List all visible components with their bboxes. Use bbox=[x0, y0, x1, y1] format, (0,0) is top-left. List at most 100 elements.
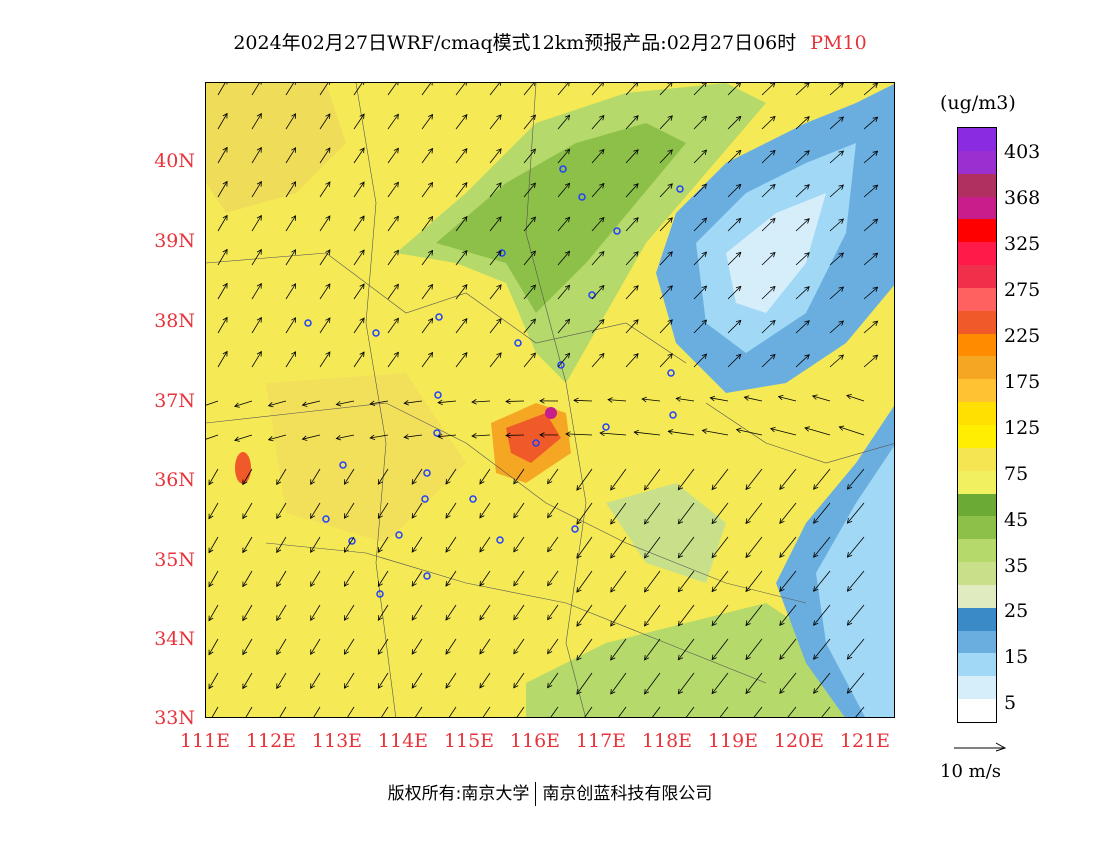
wind-arrow-head bbox=[667, 217, 673, 223]
wind-arrow-head bbox=[343, 547, 349, 553]
copyright-company: 南京创蓝科技有限公司 bbox=[542, 784, 713, 804]
wind-arrow bbox=[576, 468, 593, 491]
wind-arrow bbox=[353, 181, 365, 198]
wind-arrow bbox=[285, 215, 296, 232]
wind-arrow bbox=[455, 250, 468, 266]
wind-arrow-head bbox=[564, 284, 571, 291]
wind-arrow bbox=[242, 502, 253, 519]
wind-arrow-head bbox=[479, 546, 485, 553]
wind-arrow-head bbox=[675, 396, 682, 402]
wind-arrow-head bbox=[633, 217, 639, 223]
legend-label: 325 bbox=[1004, 233, 1041, 255]
wind-arrow bbox=[445, 468, 457, 485]
wind-arrow-head bbox=[471, 433, 477, 439]
wind-arrow-head bbox=[872, 252, 879, 259]
wind-arrow-head bbox=[479, 716, 481, 717]
wind-arrow-head bbox=[445, 512, 451, 519]
wind-arrow bbox=[523, 284, 536, 300]
wind-arrow-head bbox=[838, 218, 845, 224]
map-canvas bbox=[206, 83, 894, 718]
wind-arrow-head bbox=[701, 251, 708, 258]
wind-arrow-head bbox=[343, 479, 349, 485]
wind-arrow bbox=[421, 83, 432, 96]
wind-arrow-head bbox=[735, 115, 742, 122]
wind-arrow-head bbox=[838, 83, 844, 88]
wind-arrow bbox=[404, 400, 423, 404]
wind-arrow bbox=[804, 427, 831, 436]
low-concentration-zone bbox=[436, 123, 686, 313]
wind-arrow bbox=[634, 431, 661, 436]
wind-arrow-head bbox=[769, 319, 776, 326]
province-boundaries bbox=[206, 83, 894, 717]
wind-arrow-head bbox=[378, 717, 382, 718]
lon-tick-label: 120E bbox=[773, 730, 825, 752]
wind-arrow-head bbox=[769, 251, 776, 258]
wind-arrow bbox=[573, 399, 593, 402]
wind-arrow-head bbox=[496, 352, 502, 358]
wind-arrow bbox=[489, 83, 500, 96]
wind-arrow bbox=[795, 286, 810, 300]
wind-arrow-head bbox=[496, 216, 502, 222]
wind-arrow-head bbox=[513, 580, 519, 587]
wind-arrow bbox=[387, 216, 399, 232]
wind-arrow-head bbox=[256, 350, 262, 357]
wind-arrow-head bbox=[462, 148, 468, 154]
wind-arrow bbox=[411, 570, 423, 587]
wind-arrow-head bbox=[610, 621, 616, 627]
wind-arrow-head bbox=[291, 215, 297, 221]
wind-arrow-head bbox=[667, 251, 673, 257]
wind-arrow bbox=[557, 285, 570, 300]
wind-arrow-head bbox=[222, 214, 228, 221]
wind-arrow bbox=[565, 433, 593, 436]
wind-arrow bbox=[471, 434, 491, 437]
wind-arrow bbox=[557, 217, 570, 232]
wind-arrow bbox=[387, 83, 397, 96]
wind-arrow-head bbox=[644, 688, 650, 695]
wind-arrow bbox=[625, 285, 639, 300]
wind-arrow-head bbox=[599, 430, 605, 437]
wind-arrow bbox=[208, 536, 219, 553]
wind-arrow-head bbox=[310, 479, 316, 486]
wind-arrow-head bbox=[539, 432, 545, 438]
wind-arrow-head bbox=[745, 688, 751, 695]
wind-arrow-head bbox=[811, 394, 818, 400]
wind-arrow bbox=[779, 468, 797, 490]
wind-arrow-head bbox=[325, 181, 331, 187]
wind-arrow-head bbox=[804, 184, 810, 190]
wind-arrow-head bbox=[846, 688, 853, 694]
wind-arrow bbox=[353, 249, 365, 266]
wind-arrow bbox=[668, 430, 695, 436]
wind-arrow-head bbox=[599, 182, 605, 189]
wind-arrow-head bbox=[633, 251, 639, 257]
wind-arrow bbox=[344, 604, 355, 621]
wind-arrow-head bbox=[276, 581, 282, 588]
wind-arrow bbox=[411, 536, 423, 553]
legend-swatch bbox=[958, 402, 996, 426]
wind-arrow bbox=[310, 604, 321, 621]
wind-arrow-head bbox=[677, 654, 684, 661]
lon-tick-label: 113E bbox=[311, 730, 363, 752]
wind-arrow bbox=[245, 706, 253, 717]
wind-arrow-head bbox=[804, 286, 810, 292]
wind-arrow bbox=[377, 604, 389, 621]
wind-arrow-head bbox=[242, 547, 248, 554]
wind-arrow bbox=[319, 215, 331, 232]
wind-arrow bbox=[448, 706, 457, 717]
wind-arrow bbox=[445, 638, 457, 655]
wind-arrow-head bbox=[838, 150, 845, 156]
wind-arrow-head bbox=[701, 428, 708, 434]
wind-arrow-head bbox=[701, 83, 707, 88]
wind-arrow-head bbox=[779, 620, 785, 626]
wind-arrow bbox=[217, 249, 228, 266]
wind-arrow bbox=[513, 570, 525, 587]
wind-arrow bbox=[387, 182, 399, 198]
wind-arrow bbox=[455, 114, 468, 130]
lat-tick-label: 40N bbox=[154, 150, 195, 172]
wind-arrow-head bbox=[677, 518, 684, 525]
wind-arrow-head bbox=[427, 215, 434, 222]
wind-arrow-head bbox=[530, 284, 536, 291]
wind-arrow bbox=[847, 570, 865, 592]
wind-arrow-head bbox=[667, 353, 673, 359]
wind-arrow bbox=[659, 217, 673, 232]
wind-arrow-head bbox=[222, 248, 228, 255]
